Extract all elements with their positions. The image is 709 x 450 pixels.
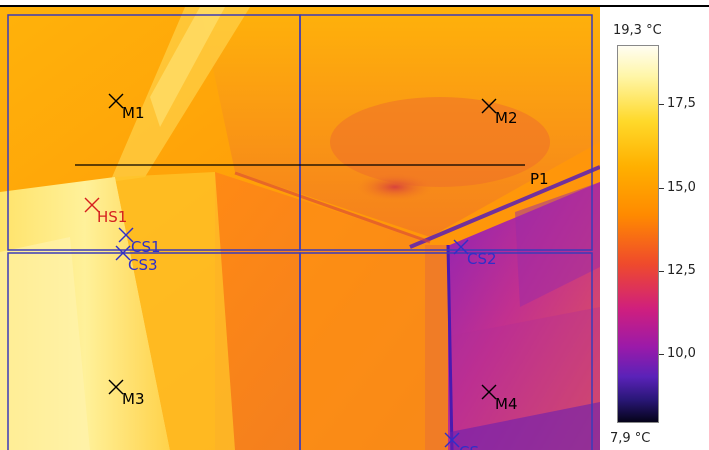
marker-hs1: HS1 bbox=[84, 197, 127, 226]
profile-line-label: P1 bbox=[530, 170, 549, 188]
marker-label: M1 bbox=[122, 104, 145, 122]
marker-cross-icon bbox=[84, 197, 100, 213]
temperature-scale-bar bbox=[617, 45, 659, 423]
top-rule bbox=[0, 5, 709, 7]
marker-cross-icon bbox=[481, 98, 497, 114]
marker-cs1: CS1 bbox=[118, 227, 161, 256]
marker-label: M2 bbox=[495, 109, 518, 127]
scale-tick-label: 17,5 bbox=[667, 96, 696, 111]
marker-cross-icon bbox=[481, 384, 497, 400]
marker-cross-icon bbox=[108, 379, 124, 395]
scale-tick bbox=[659, 104, 664, 105]
marker-cross-icon bbox=[444, 432, 460, 448]
marker-cs2: CS2 bbox=[453, 239, 497, 268]
scale-tick-label: 10,0 bbox=[667, 346, 696, 361]
marker-label: CS3 bbox=[128, 256, 158, 274]
scale-tick-label: 15,0 bbox=[667, 180, 696, 195]
marker-label: CS1 bbox=[131, 238, 161, 256]
marker-cs3: CS3 bbox=[115, 245, 158, 274]
marker-m3: M3 bbox=[108, 379, 145, 408]
marker-m1: M1 bbox=[108, 93, 145, 122]
marker-label: HS1 bbox=[97, 208, 127, 226]
scale-tick bbox=[659, 188, 664, 189]
marker-label: M4 bbox=[495, 395, 518, 413]
marker-cross-icon bbox=[115, 245, 131, 261]
scale-tick-label: 12,5 bbox=[667, 263, 696, 278]
marker-cs: CS bbox=[444, 432, 479, 450]
marker-label: CS bbox=[459, 443, 479, 450]
scale-min-label: 7,9 °C bbox=[610, 431, 651, 446]
marker-cross-icon bbox=[453, 239, 469, 255]
scale-tick bbox=[659, 271, 664, 272]
marker-cross-icon bbox=[118, 227, 134, 243]
marker-m4: M4 bbox=[481, 384, 518, 413]
marker-label: M3 bbox=[122, 390, 145, 408]
scale-tick bbox=[659, 354, 664, 355]
marker-cross-icon bbox=[108, 93, 124, 109]
scale-max-label: 19,3 °C bbox=[613, 23, 662, 38]
marker-m2: M2 bbox=[481, 98, 518, 127]
marker-label: CS2 bbox=[467, 250, 497, 268]
